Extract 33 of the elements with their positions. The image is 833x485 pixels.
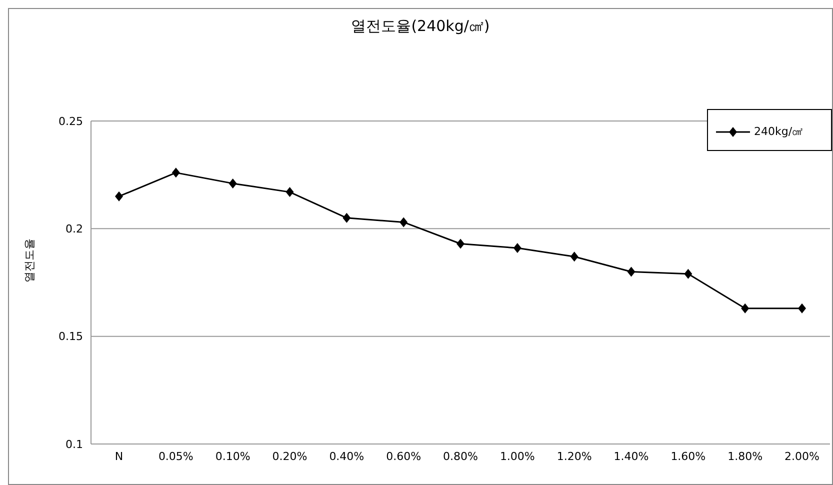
point — [172, 168, 180, 178]
point — [570, 252, 578, 262]
legend-label: 240kg/㎠ — [754, 124, 804, 139]
point — [342, 212, 351, 223]
chart-title: 열전도율(240kg/㎠) — [350, 17, 491, 36]
point — [798, 303, 806, 314]
x-tick-label: 1.60% — [670, 450, 706, 463]
y-tick-label: 0.25 — [58, 114, 83, 128]
x-tick-label: 0.20% — [272, 450, 308, 463]
x-tick-label: 0.05% — [158, 450, 194, 463]
point — [400, 217, 408, 228]
x-tick-label: 0.60% — [386, 450, 422, 463]
y-tick-label: 0.15 — [58, 330, 83, 344]
point — [228, 178, 237, 188]
point — [684, 268, 692, 279]
x-tick-label: 1.00% — [500, 450, 535, 463]
y-axis-title: 열전도율 — [22, 238, 36, 282]
x-tick-label: N — [114, 450, 124, 463]
x-tick-label: 0.40% — [329, 450, 364, 463]
y-tick-label: 0.1 — [66, 438, 83, 451]
point — [115, 191, 123, 202]
x-tick-label: 0.80% — [443, 450, 478, 463]
point — [456, 238, 464, 249]
point — [513, 243, 522, 254]
x-tick-label: 1.20% — [556, 450, 592, 463]
x-tick-label: 2.00% — [784, 450, 820, 463]
x-tick-label: 1.40% — [614, 450, 649, 463]
point — [286, 187, 294, 198]
point — [741, 303, 750, 314]
y-tick-label: 0.2 — [66, 222, 83, 236]
x-tick-label: 1.80% — [728, 450, 763, 463]
x-tick-label: 0.10% — [215, 450, 250, 463]
point — [627, 266, 636, 277]
